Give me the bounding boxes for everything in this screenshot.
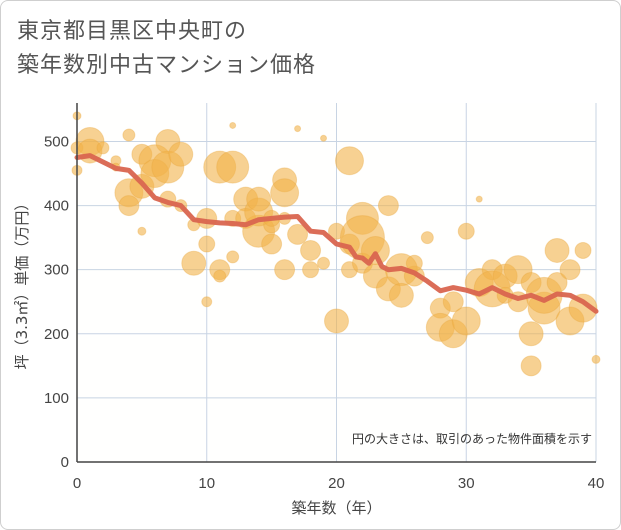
- bubble-point: [300, 239, 322, 261]
- bubble-point: [96, 141, 110, 155]
- bubble-point: [520, 355, 542, 377]
- bubble-point: [420, 231, 434, 245]
- bubble-point: [334, 146, 364, 176]
- bubble-point: [451, 306, 481, 336]
- y-tick-label: 200: [44, 326, 69, 343]
- bubble-point: [320, 134, 328, 142]
- bubble-point: [287, 223, 309, 245]
- bubble-point: [181, 250, 207, 276]
- bubble-size-note: 円の大きさは、取引のあった物件面積を示す: [352, 431, 592, 446]
- bubble-point: [118, 195, 140, 217]
- bubble-point: [544, 237, 570, 263]
- bubble-point: [591, 354, 601, 364]
- y-tick-label: 400: [44, 198, 69, 215]
- x-axis-title: 築年数（年）: [291, 499, 381, 517]
- bubble-point: [475, 195, 483, 203]
- bubble-point: [168, 141, 194, 167]
- average-price-line: [74, 153, 599, 314]
- bubble-point: [261, 233, 283, 255]
- y-tick-labels: 0 100 200 300 400 500: [44, 133, 69, 471]
- bubble-point: [559, 259, 581, 281]
- bubble-point: [270, 178, 300, 208]
- x-tick-label: 20: [328, 475, 345, 492]
- bubble-point: [568, 293, 598, 323]
- bubble-point: [574, 241, 592, 259]
- bubble-point: [294, 125, 302, 133]
- x-tick-label: 40: [588, 475, 605, 492]
- bubble-point: [442, 291, 464, 313]
- bubble-point: [518, 321, 544, 347]
- bubble-point: [246, 186, 272, 212]
- bubble-point: [137, 226, 147, 236]
- bubble-point: [226, 250, 240, 264]
- bubble-point: [201, 296, 213, 308]
- x-tick-label: 30: [458, 475, 475, 492]
- bubble-point: [274, 259, 296, 281]
- bubble-point: [317, 256, 331, 270]
- bubble-point: [457, 222, 475, 240]
- axes: [76, 103, 596, 463]
- chart-title-line1: 東京都目黒区中央町の: [17, 19, 248, 44]
- y-tick-label: 100: [44, 390, 69, 407]
- bubble-point: [122, 128, 136, 142]
- x-tick-labels: 0 10 20 30 40: [73, 475, 605, 492]
- bubble-point: [324, 308, 349, 334]
- y-tick-label: 500: [44, 133, 69, 150]
- bubble-point: [388, 282, 414, 308]
- chart-title-line2: 築年数別中古マンション価格: [17, 53, 317, 78]
- bubble-point: [216, 150, 250, 184]
- x-tick-label: 0: [73, 475, 81, 492]
- y-tick-label: 300: [44, 262, 69, 279]
- bubble-point: [213, 269, 227, 283]
- bubble-point: [377, 195, 399, 217]
- chart-title: 東京都目黒区中央町の 築年数別中古マンション価格: [17, 15, 316, 83]
- average-line-series: [74, 153, 599, 314]
- x-tick-label: 10: [198, 475, 215, 492]
- y-axis-title: 坪（3.3㎡）単価（万円）: [13, 196, 31, 370]
- y-tick-label: 0: [61, 454, 69, 471]
- bubble-point: [229, 121, 237, 129]
- bubble-point: [198, 235, 216, 253]
- bubble-point: [302, 261, 320, 279]
